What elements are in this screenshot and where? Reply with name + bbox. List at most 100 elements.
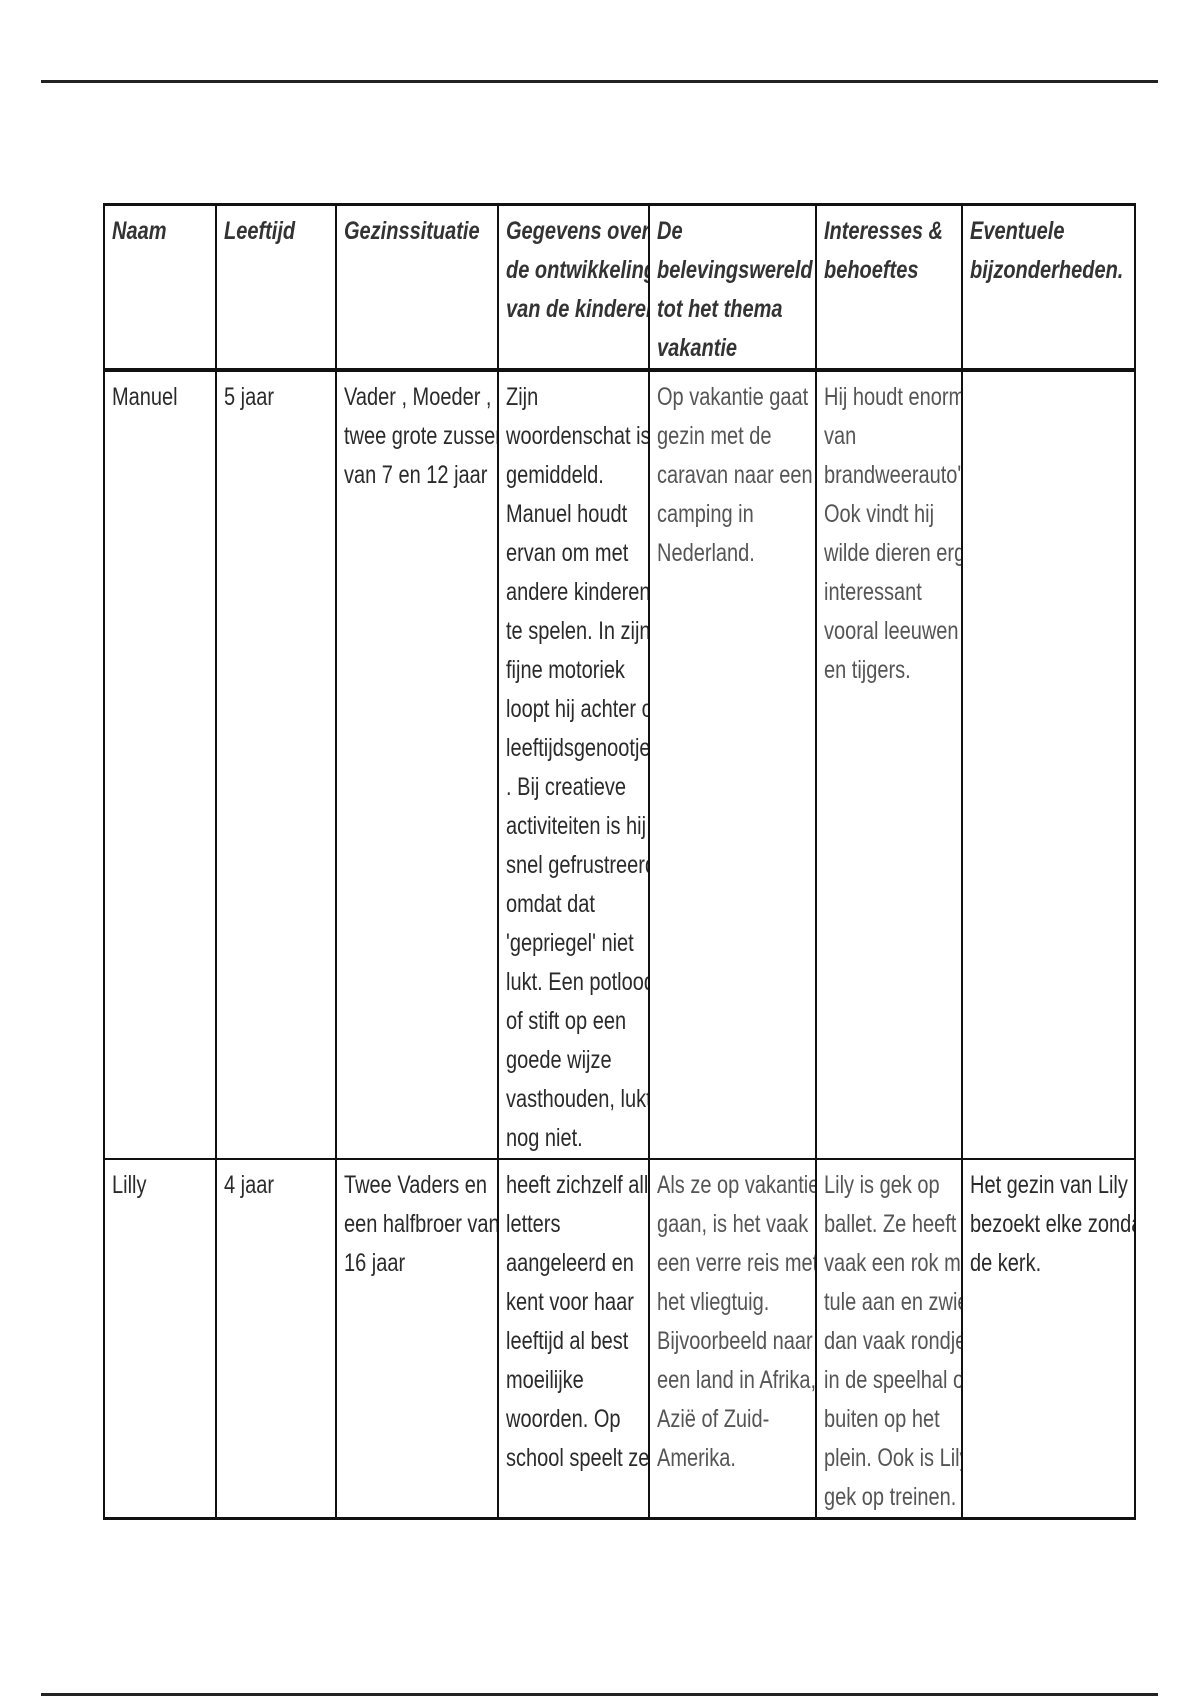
cell-text-line: plein. Ook is Lily <box>824 1444 962 1472</box>
cell-text-line: letters <box>506 1210 561 1238</box>
header-cell-gezinssituatie: Gezinssituatie <box>335 203 499 372</box>
cell-bijzonderheden: Het gezin van Lily bezoekt elke zondag de … <box>961 1158 1136 1520</box>
cell-text-line: het vliegtuig. <box>657 1288 770 1316</box>
cell-ontwikkeling: heeft zichzelf alle letters aangeleerd en k… <box>497 1158 650 1520</box>
cell-text-line: belevingswereld <box>657 256 813 284</box>
cell-text-line: vaak een rok met <box>824 1249 961 1277</box>
cell-leeftijd: 4 jaar <box>215 1158 337 1520</box>
cell-text-line: in de speelhal of <box>824 1366 962 1394</box>
cell-text-line: . Bij creatieve <box>506 773 627 801</box>
cell-text-line: vakantie <box>657 334 738 362</box>
table-row: Manuel 5 jaar Vader , Moeder , twee grote z… <box>103 369 1136 1160</box>
cell-text-line: De <box>657 217 683 245</box>
cell-interesses: Lily is gek op ballet. Ze heeft vaak een r… <box>815 1158 963 1520</box>
cell-text-line: 4 jaar <box>224 1171 275 1199</box>
cell-text-line: Nederland. <box>657 539 755 567</box>
header-cell-ontwikkeling: Gegevens over de ontwikkeling van de kinde… <box>497 203 650 372</box>
cell-text-line: gek op treinen. <box>824 1483 957 1511</box>
cell-text-line: heeft zichzelf alle <box>506 1171 649 1199</box>
header-cell-leeftijd: Leeftijd <box>215 203 337 372</box>
cell-text-line: leeftijd al best <box>506 1327 629 1355</box>
cell-text-line: gemiddeld. <box>506 461 604 489</box>
cell-text-line: Naam <box>112 217 167 245</box>
cell-text-line: loopt hij achter op <box>506 695 649 723</box>
table-header-row: Naam Leeftijd Gezinssituatie Gegevens over d… <box>103 203 1136 372</box>
cell-text-line: Manuel houdt <box>506 500 628 528</box>
cell-text-line: gaan, is het vaak <box>657 1210 809 1238</box>
cell-text-line: een land in Afrika, <box>657 1366 816 1394</box>
cell-belevingswereld: Als ze op vakantie gaan, is het vaak een v… <box>648 1158 817 1520</box>
table-row: Lilly 4 jaar Twee Vaders en een halfbroer v… <box>103 1158 1136 1520</box>
cell-naam: Lilly <box>103 1158 217 1520</box>
cell-text-line: nog niet. <box>506 1124 583 1152</box>
cell-ontwikkeling: Zijn woordenschat is gemiddeld. Manuel houd… <box>497 369 650 1160</box>
cell-text-line: Vader , Moeder , <box>344 383 492 411</box>
header-cell-interesses: Interesses & behoeftes <box>815 203 963 372</box>
cell-text-line: van <box>824 422 857 450</box>
header-cell-belevingswereld: De belevingswereld tot het thema vakantie <box>648 203 817 372</box>
cell-text-line: bijzonderheden. <box>970 256 1124 284</box>
cell-text-line: Lilly <box>112 1171 147 1199</box>
header-cell-naam: Naam <box>103 203 217 372</box>
cell-text-line: Eventuele <box>970 217 1065 245</box>
footer-rule <box>41 1693 1158 1696</box>
cell-belevingswereld: Op vakantie gaat het gezin met de caravan … <box>648 369 817 1160</box>
cell-text-line: Leeftijd <box>224 217 296 245</box>
cell-text-line: dan vaak rondjes <box>824 1327 962 1355</box>
cell-text-line: Manuel <box>112 383 178 411</box>
cell-text-line: Amerika. <box>657 1444 736 1472</box>
cell-text-line: Op vakantie gaat het <box>657 383 814 411</box>
cell-text-line: ervan om met <box>506 539 629 567</box>
cell-text-line: 16 jaar <box>344 1249 406 1277</box>
cell-gezinssituatie: Vader , Moeder , twee grote zussen van 7 e… <box>335 369 499 1160</box>
cell-text-line: woorden. Op <box>506 1405 621 1433</box>
cell-text-line: van de kinderen <box>506 295 649 323</box>
header-rule <box>41 80 1158 83</box>
cell-text-line: Twee Vaders en <box>344 1171 488 1199</box>
cell-text-line: snel gefrustreerd <box>506 851 649 879</box>
cell-text-line: andere kinderen <box>506 578 649 606</box>
cell-text-line: lukt. Een potlood <box>506 968 649 996</box>
cell-text-line: twee grote zussen <box>344 422 498 450</box>
cell-text-line: een verre reis met <box>657 1249 816 1277</box>
cell-text-line: vooral leeuwen <box>824 617 959 645</box>
cell-interesses: Hij houdt enorm van brandweerauto's, Ook vi… <box>815 369 963 1160</box>
cell-text-line: brandweerauto's, <box>824 461 962 489</box>
cell-text-line: leeftijdsgenootjes <box>506 734 649 762</box>
cell-text-line: 5 jaar <box>224 383 275 411</box>
cell-text-line: goede wijze <box>506 1046 612 1074</box>
cell-text-line: fijne motoriek <box>506 656 625 684</box>
cell-text-line: Ook vindt hij <box>824 500 935 528</box>
cell-text-line: en tijgers. <box>824 656 911 684</box>
cell-text-line: 'gepriegel' niet <box>506 929 634 957</box>
cell-text-line: ballet. Ze heeft <box>824 1210 957 1238</box>
cell-text-line: buiten op het <box>824 1405 940 1433</box>
children-overview-table: Naam Leeftijd Gezinssituatie Gegevens over d… <box>103 203 1136 1520</box>
cell-text-line: van 7 en 12 jaar <box>344 461 488 489</box>
cell-text-line: moeilijke <box>506 1366 584 1394</box>
cell-text-line: Als ze op vakantie <box>657 1171 816 1199</box>
cell-text-line: woordenschat is <box>506 422 649 450</box>
cell-text-line: omdat dat <box>506 890 595 918</box>
cell-text-line: de kerk. <box>970 1249 1042 1277</box>
cell-text-line: school speelt ze <box>506 1444 649 1472</box>
cell-text-line: activiteiten is hij <box>506 812 647 840</box>
cell-text-line: caravan naar een <box>657 461 813 489</box>
cell-text-line: Bijvoorbeeld naar <box>657 1327 813 1355</box>
cell-leeftijd: 5 jaar <box>215 369 337 1160</box>
cell-text-line: behoeftes <box>824 256 919 284</box>
cell-text-line: wilde dieren erg <box>824 539 962 567</box>
cell-text-line: Interesses & <box>824 217 943 245</box>
cell-text-line: Gezinssituatie <box>344 217 480 245</box>
cell-text-line: Lily is gek op <box>824 1171 940 1199</box>
cell-text-line: Azië of Zuid- <box>657 1405 770 1433</box>
cell-text-line: of stift op een <box>506 1007 627 1035</box>
header-cell-bijzonderheden: Eventuele bijzonderheden. <box>961 203 1136 372</box>
cell-text-line: een halfbroer van <box>344 1210 498 1238</box>
cell-text-line: Het gezin van Lily <box>970 1171 1128 1199</box>
cell-text-line: aangeleerd en <box>506 1249 634 1277</box>
cell-text-line: interessant <box>824 578 922 606</box>
cell-text-line: tot het thema <box>657 295 783 323</box>
cell-text-line: Gegevens over <box>506 217 649 245</box>
cell-text-line: tule aan en zwiert <box>824 1288 960 1316</box>
